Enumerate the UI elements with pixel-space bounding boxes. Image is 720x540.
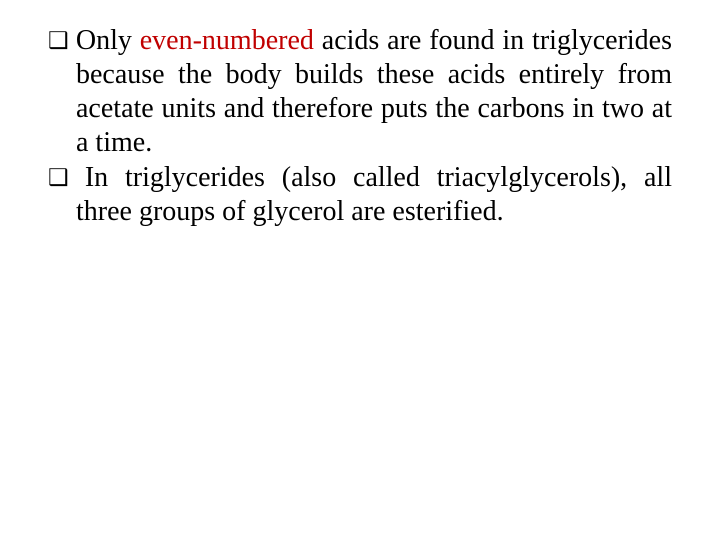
bullet-marker-icon: ❑	[48, 26, 68, 54]
bullet-1-pre: Only	[68, 25, 140, 56]
bullet-marker-icon: ❑	[48, 163, 68, 191]
bullet-1-highlight: even-numbered	[140, 25, 314, 56]
bullet-item-2: ❑ In triglycerides (also called triacylg…	[48, 161, 672, 229]
bullet-2-pre: In triglycerides (also called triacylgly…	[68, 162, 672, 227]
bullet-item-1: ❑ Only even-numbered acids are found in …	[48, 24, 672, 161]
